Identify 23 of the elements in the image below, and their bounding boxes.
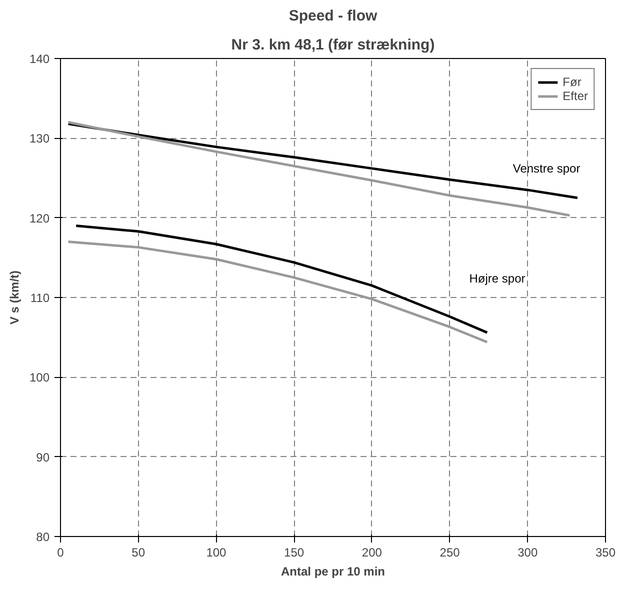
annotation: Højre spor xyxy=(469,271,526,286)
y-tick-label: 100 xyxy=(29,370,50,385)
annotation: Venstre spor xyxy=(512,161,580,176)
legend-label: Efter xyxy=(562,89,588,103)
x-tick-label: 0 xyxy=(57,546,64,560)
x-tick-label: 50 xyxy=(132,546,146,560)
chart-title: Speed - flow xyxy=(288,8,378,24)
y-tick-label: 120 xyxy=(29,211,50,226)
y-tick-label: 90 xyxy=(36,450,50,464)
x-tick-label: 350 xyxy=(595,546,616,560)
y-tick-label: 130 xyxy=(29,132,50,146)
x-tick-label: 200 xyxy=(362,546,382,560)
chart-subtitle: Nr 3. km 48,1 (før strækning) xyxy=(231,36,435,54)
x-tick-label: 250 xyxy=(440,546,460,560)
y-tick-label: 80 xyxy=(36,530,50,544)
y-tick-label: 140 xyxy=(29,52,50,66)
x-axis-title: Antal pe pr 10 min xyxy=(280,564,386,578)
y-tick-label: 110 xyxy=(30,291,50,305)
x-tick-label: 150 xyxy=(284,546,304,560)
legend-label: Før xyxy=(562,75,582,89)
y-axis-title: V s (km/t) xyxy=(7,270,22,325)
x-tick-label: 300 xyxy=(518,546,538,560)
x-tick-label: 100 xyxy=(206,546,227,560)
